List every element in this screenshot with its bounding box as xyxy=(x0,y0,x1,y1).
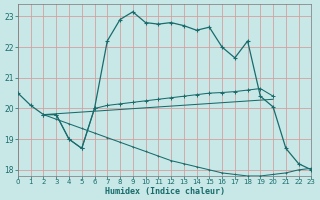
X-axis label: Humidex (Indice chaleur): Humidex (Indice chaleur) xyxy=(105,187,225,196)
